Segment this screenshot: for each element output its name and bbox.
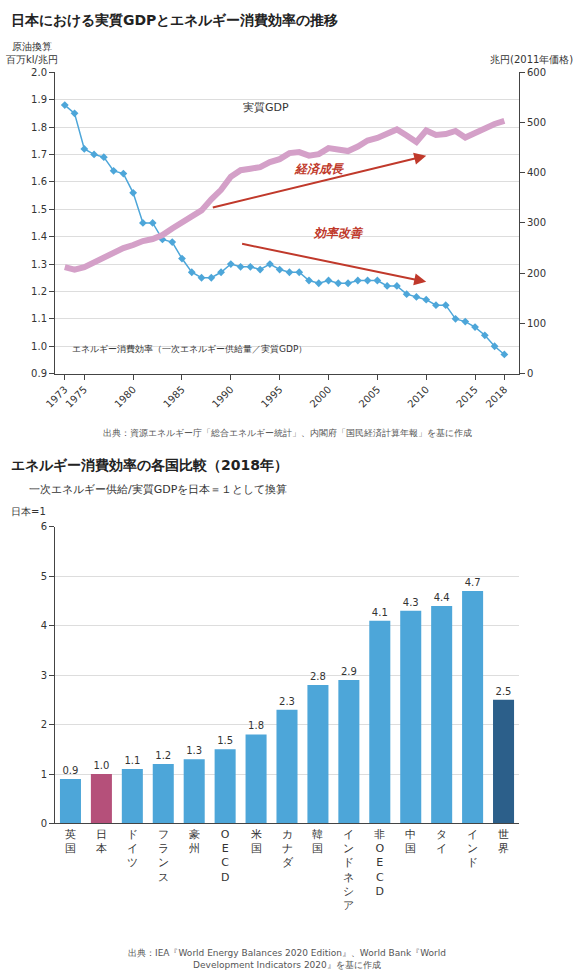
svg-text:OECD: OECD bbox=[221, 828, 230, 884]
svg-text:1.5: 1.5 bbox=[31, 204, 47, 215]
svg-text:一次エネルギー供給/実質GDPを日本＝１として換算: 一次エネルギー供給/実質GDPを日本＝１として換算 bbox=[29, 483, 287, 496]
svg-text:1: 1 bbox=[41, 769, 47, 780]
svg-text:400: 400 bbox=[527, 167, 546, 178]
svg-text:2015: 2015 bbox=[454, 384, 480, 410]
svg-text:3: 3 bbox=[41, 670, 47, 681]
svg-text:5: 5 bbox=[41, 571, 47, 582]
svg-text:4: 4 bbox=[41, 620, 47, 631]
svg-text:1.1: 1.1 bbox=[31, 313, 47, 324]
svg-text:1.9: 1.9 bbox=[31, 94, 47, 105]
svg-text:韓国: 韓国 bbox=[312, 828, 323, 855]
svg-text:経済成長: 経済成長 bbox=[294, 162, 344, 176]
svg-text:出典：資源エネルギー庁「総合エネルギー統計」、内閣府「国民経: 出典：資源エネルギー庁「総合エネルギー統計」、内閣府「国民経済計算年報」を基に作… bbox=[103, 428, 472, 438]
svg-text:100: 100 bbox=[527, 318, 546, 329]
svg-text:兆円(2011年価格): 兆円(2011年価格) bbox=[490, 54, 573, 65]
svg-text:豪州: 豪州 bbox=[189, 828, 200, 855]
svg-text:200: 200 bbox=[527, 268, 546, 279]
svg-text:600: 600 bbox=[527, 67, 546, 78]
svg-text:6: 6 bbox=[41, 521, 47, 532]
svg-text:1.8: 1.8 bbox=[248, 720, 264, 731]
svg-text:0: 0 bbox=[527, 368, 533, 379]
svg-text:インド: インド bbox=[467, 828, 478, 870]
svg-text:日本: 日本 bbox=[96, 828, 107, 855]
svg-text:0.9: 0.9 bbox=[63, 765, 79, 776]
svg-text:2005: 2005 bbox=[357, 384, 383, 410]
svg-text:1990: 1990 bbox=[210, 384, 236, 410]
svg-text:1995: 1995 bbox=[259, 384, 285, 410]
svg-text:1.2: 1.2 bbox=[155, 750, 171, 761]
svg-text:実質GDP: 実質GDP bbox=[243, 101, 289, 114]
svg-text:日本=1: 日本=1 bbox=[11, 506, 46, 517]
svg-text:日本における実質GDPとエネルギー消費効率の推移: 日本における実質GDPとエネルギー消費効率の推移 bbox=[11, 12, 338, 28]
svg-text:500: 500 bbox=[527, 117, 546, 128]
svg-text:インドネシア: インドネシア bbox=[343, 828, 354, 913]
svg-text:1.0: 1.0 bbox=[31, 341, 47, 352]
svg-text:米国: 米国 bbox=[251, 828, 262, 855]
svg-text:4.7: 4.7 bbox=[465, 577, 481, 588]
svg-text:0: 0 bbox=[41, 818, 47, 829]
svg-text:英国: 英国 bbox=[65, 828, 76, 855]
svg-text:1.8: 1.8 bbox=[31, 122, 47, 133]
svg-text:エネルギー消費効率の各国比較（2018年）: エネルギー消費効率の各国比較（2018年） bbox=[11, 457, 288, 473]
svg-text:1.5: 1.5 bbox=[217, 735, 233, 746]
svg-text:2000: 2000 bbox=[308, 384, 334, 410]
svg-text:2.8: 2.8 bbox=[310, 671, 326, 682]
svg-text:4.1: 4.1 bbox=[372, 607, 388, 618]
svg-text:中国: 中国 bbox=[405, 828, 416, 855]
svg-text:1.4: 1.4 bbox=[31, 231, 47, 242]
svg-text:1975: 1975 bbox=[63, 384, 89, 410]
svg-text:1.0: 1.0 bbox=[93, 760, 109, 771]
svg-text:2010: 2010 bbox=[405, 384, 431, 410]
svg-text:カナダ: カナダ bbox=[282, 828, 294, 870]
svg-text:4.3: 4.3 bbox=[403, 597, 419, 608]
svg-text:2018: 2018 bbox=[484, 384, 510, 410]
svg-text:タイ: タイ bbox=[436, 828, 447, 855]
svg-text:1.1: 1.1 bbox=[124, 755, 140, 766]
svg-text:1.6: 1.6 bbox=[31, 176, 47, 187]
svg-text:出典：IEA『World Energy Balances 2: 出典：IEA『World Energy Balances 2020 Editio… bbox=[128, 948, 446, 970]
svg-text:1.2: 1.2 bbox=[31, 286, 47, 297]
svg-text:フランス: フランス bbox=[158, 828, 169, 884]
svg-text:エネルギー消費効率（一次エネルギー供給量／実質GDP）: エネルギー消費効率（一次エネルギー供給量／実質GDP） bbox=[72, 344, 307, 354]
svg-text:2.3: 2.3 bbox=[279, 696, 295, 707]
svg-text:2.0: 2.0 bbox=[31, 67, 47, 78]
svg-text:効率改善: 効率改善 bbox=[313, 226, 364, 240]
svg-text:原油換算百万kl/兆円: 原油換算百万kl/兆円 bbox=[6, 41, 58, 65]
svg-text:1.7: 1.7 bbox=[31, 149, 47, 160]
svg-text:非OECD: 非OECD bbox=[374, 828, 385, 898]
svg-text:300: 300 bbox=[527, 217, 546, 228]
svg-text:2.5: 2.5 bbox=[496, 686, 512, 697]
svg-text:2: 2 bbox=[41, 719, 47, 730]
svg-text:1.3: 1.3 bbox=[186, 745, 202, 756]
svg-text:2.9: 2.9 bbox=[341, 666, 357, 677]
svg-text:1985: 1985 bbox=[161, 384, 187, 410]
svg-text:1980: 1980 bbox=[112, 384, 138, 410]
svg-text:1.3: 1.3 bbox=[31, 259, 47, 270]
svg-text:1973: 1973 bbox=[44, 384, 70, 410]
svg-text:世界: 世界 bbox=[498, 828, 509, 855]
svg-text:ドイツ: ドイツ bbox=[127, 828, 138, 870]
svg-text:4.4: 4.4 bbox=[434, 592, 450, 603]
svg-text:0.9: 0.9 bbox=[31, 368, 47, 379]
